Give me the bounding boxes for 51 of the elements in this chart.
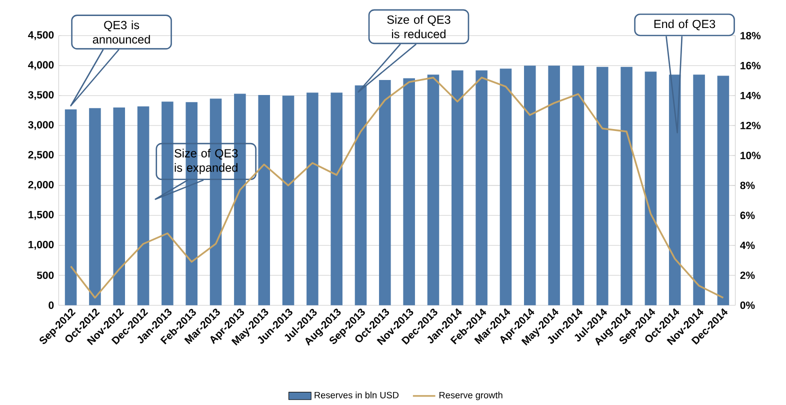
y2-tick-label: 12% — [740, 122, 761, 130]
annotation: QE3 is announced — [92, 20, 150, 44]
bar — [620, 66, 632, 306]
y-tick-label: 1,000 — [28, 240, 54, 250]
legend-label: Reserves in bln USD — [314, 391, 399, 398]
y-tick-label: 2,000 — [28, 180, 54, 190]
bar — [137, 106, 150, 306]
bar — [330, 92, 342, 306]
bar — [427, 74, 440, 306]
bar — [64, 109, 77, 306]
annotation: Size of QE3 is reduced — [387, 14, 450, 38]
y-tick-label: 0 — [48, 301, 54, 309]
y-tick-label: 3,500 — [28, 90, 54, 100]
y-tick-label: 4,500 — [28, 30, 54, 40]
bar — [548, 65, 560, 306]
y2-tick-label: 18% — [740, 32, 761, 40]
y2-tick-label: 6% — [740, 211, 755, 219]
bar — [476, 70, 488, 306]
bar — [693, 74, 705, 306]
bar — [282, 95, 294, 306]
y2-tick-label: 4% — [740, 241, 755, 249]
bar — [89, 108, 101, 306]
y2-tick-label: 16% — [740, 62, 761, 70]
bar — [524, 65, 536, 306]
bar — [500, 68, 512, 306]
y-tick-label: 4,000 — [28, 60, 54, 70]
y2-tick-label: 2% — [740, 271, 755, 279]
bar — [668, 74, 681, 306]
line-series — [70, 76, 724, 298]
bar — [572, 65, 584, 306]
y-tick-label: 3,000 — [28, 120, 54, 130]
bar — [644, 71, 657, 306]
y-tick-label: 2,500 — [28, 150, 54, 160]
bar — [596, 66, 608, 306]
legend-label: Reserve growth — [440, 391, 502, 400]
bar — [354, 85, 367, 306]
bar — [162, 101, 174, 306]
y-tick-label: 500 — [36, 271, 54, 279]
bar — [258, 94, 270, 306]
bar — [306, 92, 318, 306]
bar — [717, 76, 730, 306]
bar — [452, 70, 464, 306]
bar — [113, 107, 126, 306]
y-tick-label: 1,500 — [28, 210, 54, 220]
y2-tick-label: 8% — [740, 182, 755, 189]
bar — [403, 78, 415, 306]
bar — [379, 80, 391, 306]
y2-tick-label: 0% — [740, 301, 755, 309]
y2-tick-label: 10% — [740, 152, 761, 159]
text: End of QE3 — [654, 19, 716, 30]
y2-tick-label: 14% — [740, 92, 761, 100]
